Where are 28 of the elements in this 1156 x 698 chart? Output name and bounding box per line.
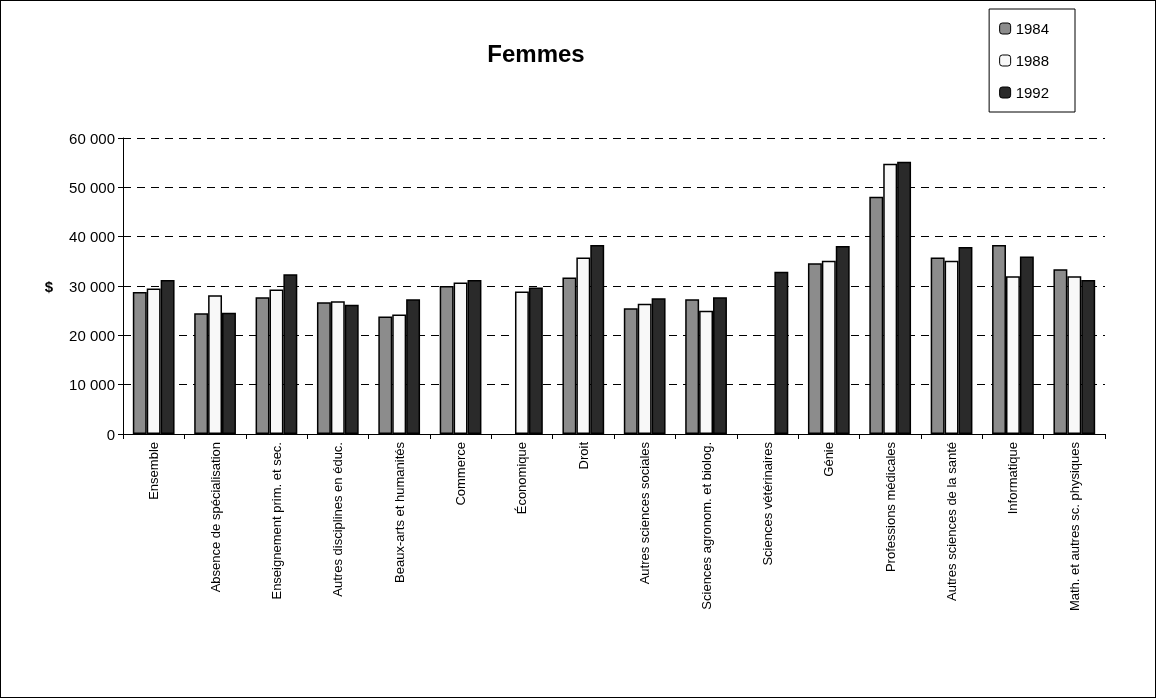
x-tick-label: Absence de spécialisation — [207, 442, 223, 593]
x-tick-label: Sciences agronom. et biolog. — [698, 442, 714, 610]
legend-label: 1984 — [1015, 20, 1050, 37]
y-tick-label: 50 000 — [69, 178, 115, 196]
x-tick-label: Informatique — [1005, 442, 1021, 515]
y-tick-label: 10 000 — [69, 376, 115, 394]
x-tick-label: Autres sciences de la santé — [944, 442, 960, 601]
chart-title: Femmes — [487, 39, 585, 67]
legend-label: 1992 — [1015, 84, 1050, 101]
x-tick-label: Professions médicales — [882, 441, 898, 573]
y-tick-label: 60 000 — [69, 129, 115, 147]
x-tick-label: Économique — [514, 442, 530, 515]
y-tick-label: 20 000 — [69, 326, 115, 344]
x-tick-label: Math. et autres sc. physiques — [1066, 441, 1082, 612]
x-tick-label: Commerce — [453, 442, 469, 506]
x-tick-label: Enseignement prim. et sec. — [268, 442, 284, 600]
x-tick-label: Sciences vétérinaires — [759, 441, 775, 566]
y-tick-label: 40 000 — [69, 228, 115, 246]
y-tick-label: 30 000 — [69, 277, 115, 295]
x-tick-label: Ensemble — [146, 442, 162, 500]
x-tick-label: Beaux-arts et humanités — [391, 441, 407, 583]
y-tick-label: 0 — [106, 425, 115, 443]
x-tick-label: Droit — [575, 441, 591, 470]
y-axis-title: $ — [44, 277, 54, 295]
legend-label: 1988 — [1015, 52, 1050, 69]
x-tick-label: Génie — [821, 442, 837, 477]
x-tick-label: Autres sciences sociales — [637, 441, 653, 585]
x-tick-label: Autres disciplines en éduc. — [330, 442, 346, 597]
